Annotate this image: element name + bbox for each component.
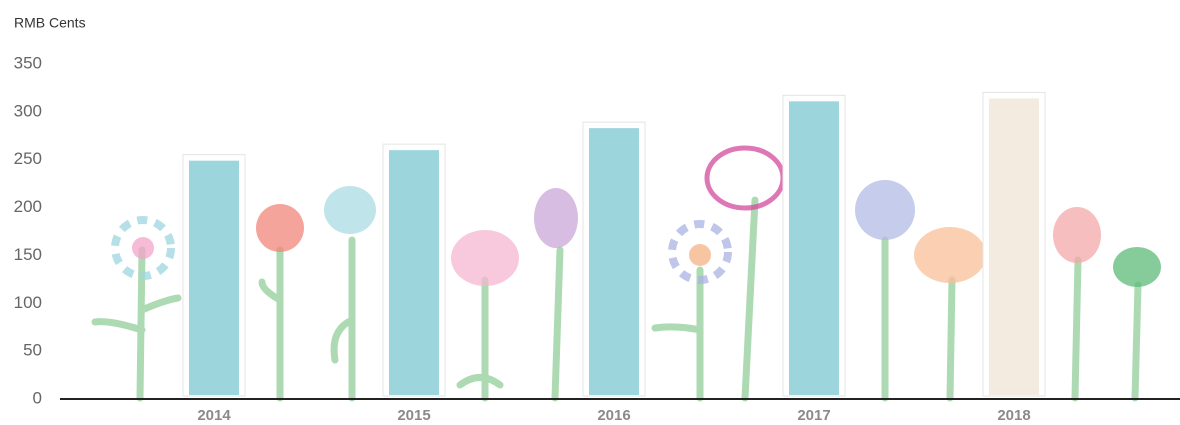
y-tick-label: 50 [23, 341, 42, 360]
y-tick-label: 100 [14, 293, 42, 312]
x-tick-label: 2014 [197, 407, 231, 424]
y-tick-label: 300 [14, 101, 42, 120]
x-tick-label: 2016 [597, 407, 630, 424]
y-tick-label: 0 [33, 388, 42, 407]
y-axis-label: RMB Cents [14, 15, 86, 31]
flower-decoration [91, 145, 1161, 402]
y-tick-label: 250 [14, 149, 42, 168]
x-tick-label: 2018 [997, 407, 1030, 424]
bar [189, 160, 239, 395]
x-tick-label: 2017 [797, 407, 830, 424]
bar [789, 101, 839, 395]
bar [989, 98, 1039, 395]
y-tick-label: 200 [14, 197, 42, 216]
bar [589, 128, 639, 395]
x-tick-label: 2015 [397, 407, 430, 424]
y-tick-label: 350 [14, 53, 42, 72]
bar [389, 150, 439, 395]
y-tick-label: 150 [14, 245, 42, 264]
